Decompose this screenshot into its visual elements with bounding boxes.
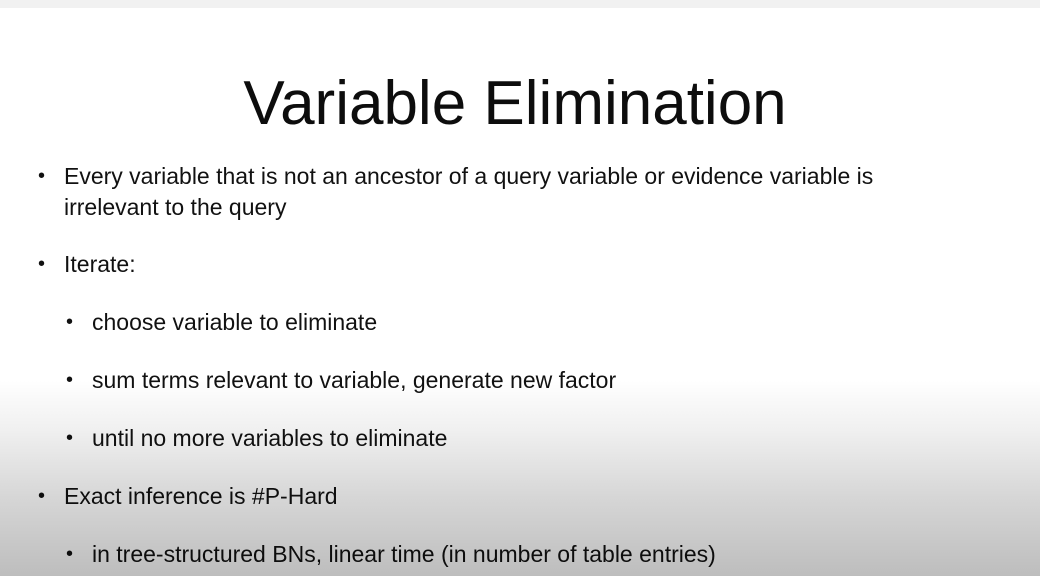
bullet-text-line: in tree-structured BNs, linear time (in … xyxy=(92,541,716,567)
slide-title: Variable Elimination xyxy=(243,69,787,138)
bullet-until-no-more: • until no more variables to eliminate xyxy=(66,423,448,454)
bullet-choose-variable: • choose variable to eliminate xyxy=(66,307,378,338)
bullet-text-line: Every variable that is not an ancestor o… xyxy=(64,163,874,189)
bullet-text-line: sum terms relevant to variable, generate… xyxy=(92,367,617,393)
bullet-iterate: • Iterate: xyxy=(38,249,136,280)
bullet-text-line: Iterate: xyxy=(64,251,136,277)
bullet-dot-icon: • xyxy=(66,311,74,333)
bullet-dot-icon: • xyxy=(38,485,46,507)
bullet-dot-icon: • xyxy=(66,543,74,565)
bullet-text-line: choose variable to eliminate xyxy=(92,309,378,335)
bullet-text-line: irrelevant to the query xyxy=(64,194,287,220)
bullet-dot-icon: • xyxy=(38,253,46,275)
bullet-exact-inference: • Exact inference is #P-Hard xyxy=(38,481,338,512)
bullet-text-line: until no more variables to eliminate xyxy=(92,425,448,451)
bullet-sum-terms: • sum terms relevant to variable, genera… xyxy=(66,365,617,396)
bullet-dot-icon: • xyxy=(66,369,74,391)
bullet-dot-icon: • xyxy=(38,165,46,187)
top-edge xyxy=(0,0,1040,8)
bullet-text-line: Exact inference is #P-Hard xyxy=(64,483,338,509)
bullet-tree-structured: • in tree-structured BNs, linear time (i… xyxy=(66,539,716,570)
bullet-dot-icon: • xyxy=(66,427,74,449)
bullet-irrelevant-variables: • Every variable that is not an ancestor… xyxy=(38,161,874,223)
